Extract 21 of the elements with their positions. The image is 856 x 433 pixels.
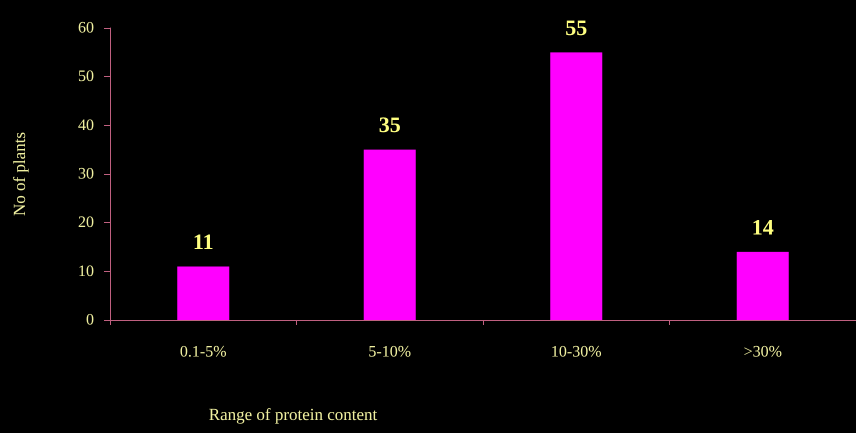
- bar: [364, 150, 416, 320]
- x-tick-label: 5-10%: [368, 344, 412, 360]
- y-tick-label: 0: [86, 312, 94, 328]
- y-tick-label: 50: [78, 68, 94, 86]
- x-tick-label: >30%: [744, 344, 782, 360]
- y-tick-label: 30: [78, 166, 94, 182]
- x-axis-title: Range of protein content: [208, 405, 378, 424]
- x-tick-label: 0.1-5%: [180, 344, 227, 360]
- bar: [550, 52, 602, 320]
- data-label: 11: [192, 228, 214, 254]
- y-axis-title: No of plants: [10, 132, 29, 216]
- y-tick-label: 20: [78, 214, 94, 232]
- data-label: 55: [565, 14, 588, 40]
- y-tick-label: 10: [78, 262, 94, 280]
- y-tick-label: 60: [78, 20, 94, 36]
- x-tick-label: 10-30%: [550, 344, 602, 360]
- data-label: 14: [752, 214, 774, 240]
- bar: [736, 252, 789, 320]
- y-tick-label: 40: [78, 116, 94, 134]
- data-label: 35: [378, 112, 401, 138]
- bar: [177, 266, 230, 320]
